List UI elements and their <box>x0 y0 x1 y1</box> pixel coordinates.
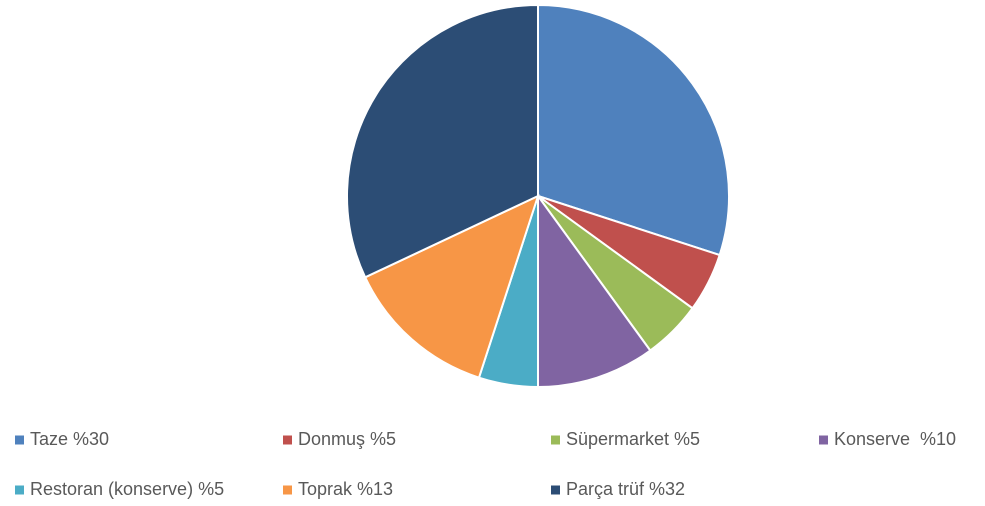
pie-slice <box>363 194 540 379</box>
legend-swatch <box>15 435 24 445</box>
legend-label: Taze %30 <box>30 429 109 449</box>
legend-swatch <box>819 435 828 445</box>
pie-slice <box>537 3 730 257</box>
legend-label: Parça trüf %32 <box>566 479 685 499</box>
legend-label: Donmuş %5 <box>298 429 396 449</box>
legend-label: Süpermarket %5 <box>566 429 700 449</box>
legend-swatch <box>15 485 24 495</box>
legend-label: Toprak %13 <box>298 479 393 499</box>
legend-swatch <box>551 435 560 445</box>
pie-slice <box>537 192 652 389</box>
legend-swatch <box>283 435 292 445</box>
legend-swatch <box>551 485 560 495</box>
legend-label: Konserve %10 <box>834 429 956 449</box>
legend-label: Restoran (konserve) %5 <box>30 479 224 499</box>
legend-swatch <box>283 485 292 495</box>
pie-slice <box>346 3 539 279</box>
